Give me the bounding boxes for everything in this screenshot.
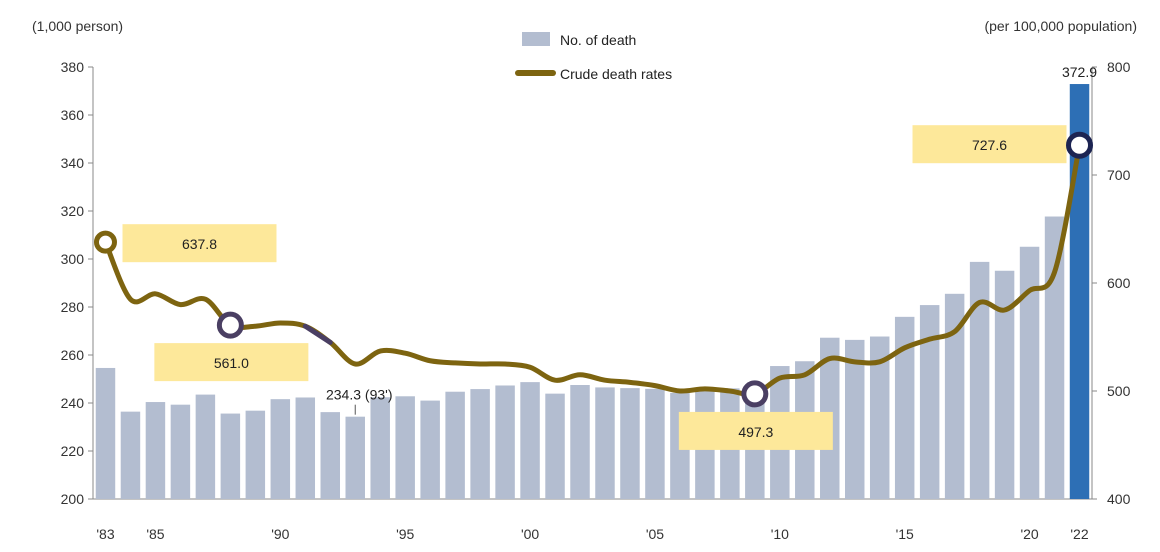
right-axis-unit: (per 100,000 population) [984,18,1137,34]
right-tick-label: 700 [1107,167,1131,183]
marker-2022 [1066,131,1094,159]
bar-2000 [520,382,540,499]
bar-2003 [595,387,615,499]
x-tick-label: '85 [146,526,164,542]
right-tick-label: 800 [1107,59,1131,75]
left-tick-label: 240 [61,395,85,411]
bar-1989 [245,410,266,499]
legend: No. of death Crude death rates [515,32,672,82]
x-tick-label: '15 [896,526,914,542]
x-tick-label: '83 [96,526,114,542]
callout-label-1983: 637.8 [182,236,217,252]
bar-1988 [220,413,241,499]
bar-2016 [919,305,940,499]
callout-label-1988: 561.0 [214,355,249,371]
left-tick-label: 200 [61,491,85,507]
bar-1996 [420,400,440,499]
bar-2019 [994,270,1015,499]
bar-1983 [95,367,116,499]
crude-death-rate-line-highlight [302,323,333,345]
bar-2022 [1069,84,1090,499]
x-tick-label: '95 [396,526,414,542]
bar-2021 [1044,216,1065,499]
right-tick-label: 400 [1107,491,1131,507]
legend-bar-swatch [522,32,550,46]
x-tick-label: '05 [646,526,664,542]
bar-1991 [295,397,316,499]
bar-1987 [195,394,216,499]
left-tick-label: 220 [61,443,85,459]
left-tick-label: 360 [61,107,85,123]
bar-2020 [1019,246,1040,499]
left-tick-label: 380 [61,59,85,75]
x-tick-label: '22 [1070,526,1088,542]
marker-2009 [741,380,769,408]
bar-2015 [894,316,915,499]
bar-1984 [120,411,141,499]
callout-box-1988 [154,343,309,382]
left-tick-label: 340 [61,155,85,171]
bar-2014 [869,336,890,499]
left-tick-label: 300 [61,251,85,267]
right-tick-label: 500 [1107,383,1131,399]
bar-label-2022: 372.9 [1062,64,1097,80]
bar-2004 [620,388,640,499]
bar-2002 [570,385,590,499]
callout-label-2009: 497.3 [738,424,773,440]
bar-1992 [320,412,341,499]
marker-1983 [93,230,117,254]
x-tick-label: '10 [771,526,789,542]
left-axis-unit: (1,000 person) [32,18,123,34]
bar-2018 [969,261,990,499]
bar-1994 [370,397,390,499]
annotation-1993: 234.3 (93') [326,387,393,403]
bar-1990 [270,399,291,499]
x-tick-label: '20 [1020,526,1038,542]
bar-1997 [445,391,465,499]
x-tick-label: '90 [271,526,289,542]
bar-1998 [470,389,490,499]
left-tick-label: 280 [61,299,85,315]
bar-1993 [345,416,365,499]
x-tick-label: '00 [521,526,539,542]
bar-2001 [545,393,565,499]
marker-1988 [216,311,244,339]
bar-1985 [145,402,166,499]
bar-1986 [170,404,191,499]
bar-2005 [645,388,665,499]
bar-2013 [844,339,865,499]
legend-label-rates: Crude death rates [560,66,672,82]
left-tick-label: 320 [61,203,85,219]
callout-box-2009 [678,411,833,450]
bar-2017 [944,293,965,499]
callout-box-1983 [122,224,277,263]
bar-1995 [395,396,415,499]
callout-label-2022: 727.6 [972,137,1007,153]
bar-1999 [495,385,515,499]
right-tick-label: 600 [1107,275,1131,291]
crude-death-rate-line [102,142,1083,397]
callout-box-2022 [912,125,1067,164]
legend-label-deaths: No. of death [560,32,636,48]
left-tick-label: 260 [61,347,85,363]
